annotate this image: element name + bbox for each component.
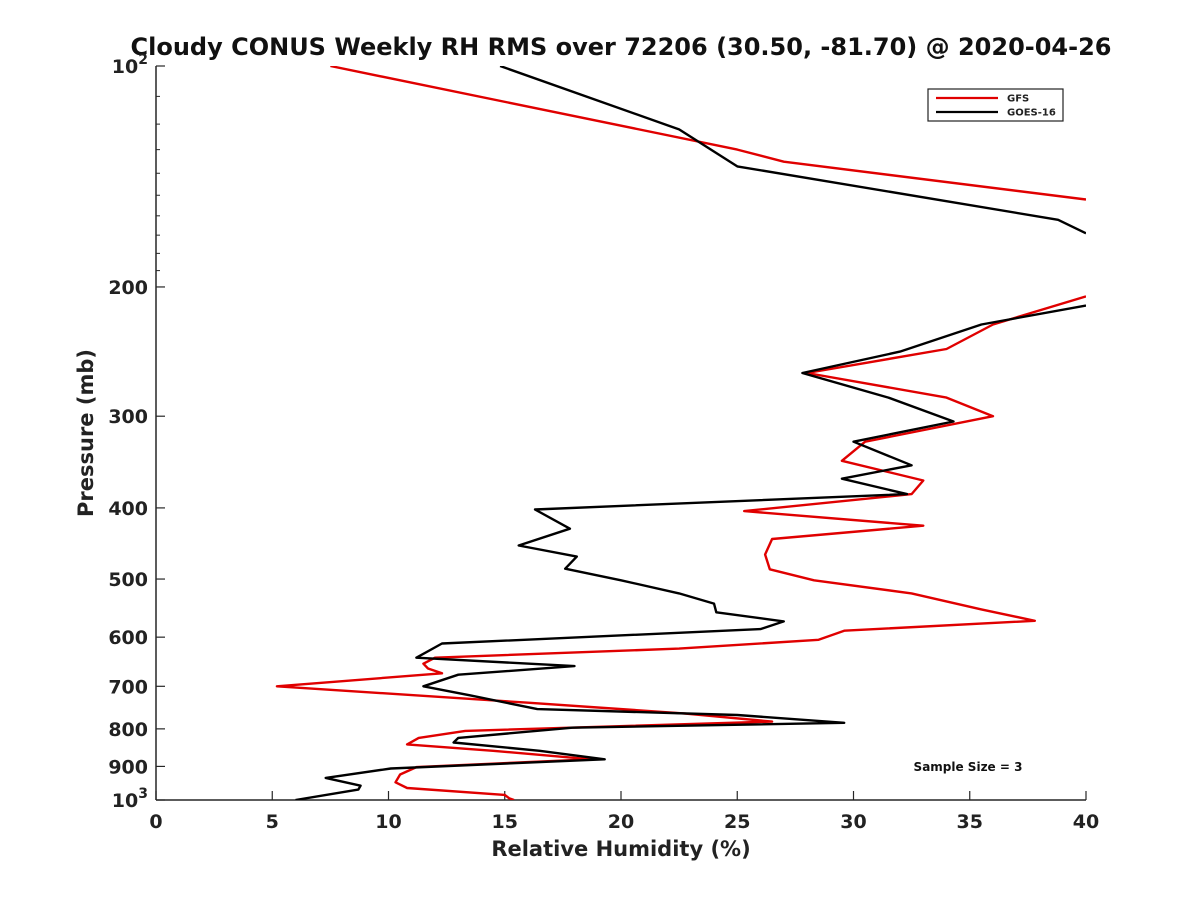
legend-box (927, 88, 1064, 122)
y-tick-label: 600 (108, 627, 148, 649)
x-tick-label: 35 (957, 811, 983, 833)
x-tick-label: 15 (492, 811, 518, 833)
x-tick-label: 20 (608, 811, 634, 833)
x-tick-label: 25 (724, 811, 750, 833)
x-tick-label: 40 (1073, 811, 1099, 833)
y-tick-label: 300 (108, 406, 148, 428)
sample-size-annotation: Sample Size = 3 (914, 760, 1023, 774)
y-tick-label: 102 (112, 52, 148, 78)
x-tick-label: 10 (375, 811, 401, 833)
y-tick-label: 800 (108, 719, 148, 741)
x-tick-label: 5 (266, 811, 279, 833)
plot-area: 0 5 10 15 20 25 30 35 40 102 200 300 400 500 600 700 800… (108, 52, 1099, 833)
chart-title: Cloudy CONUS Weekly RH RMS over 72206 (3… (131, 33, 1112, 61)
y-tick-label: 400 (108, 498, 148, 520)
y-tick-label: 500 (108, 569, 148, 591)
legend-label: GFS (1007, 94, 1029, 105)
y-tick-label: 103 (112, 786, 148, 812)
y-tick-label: 900 (108, 756, 148, 778)
x-tick-label: 0 (149, 811, 162, 833)
y-tick-label: 700 (108, 676, 148, 698)
legend: GFS GOES-16 (927, 88, 1064, 122)
x-axis-label: Relative Humidity (%) (491, 837, 750, 861)
y-axis-label: Pressure (mb) (74, 349, 98, 517)
series-line-goes-16 (295, 66, 1086, 800)
legend-label: GOES-16 (1007, 108, 1056, 119)
x-tick-label: 30 (840, 811, 866, 833)
series-line-gfs (275, 66, 1086, 800)
y-tick-label: 200 (108, 277, 148, 299)
